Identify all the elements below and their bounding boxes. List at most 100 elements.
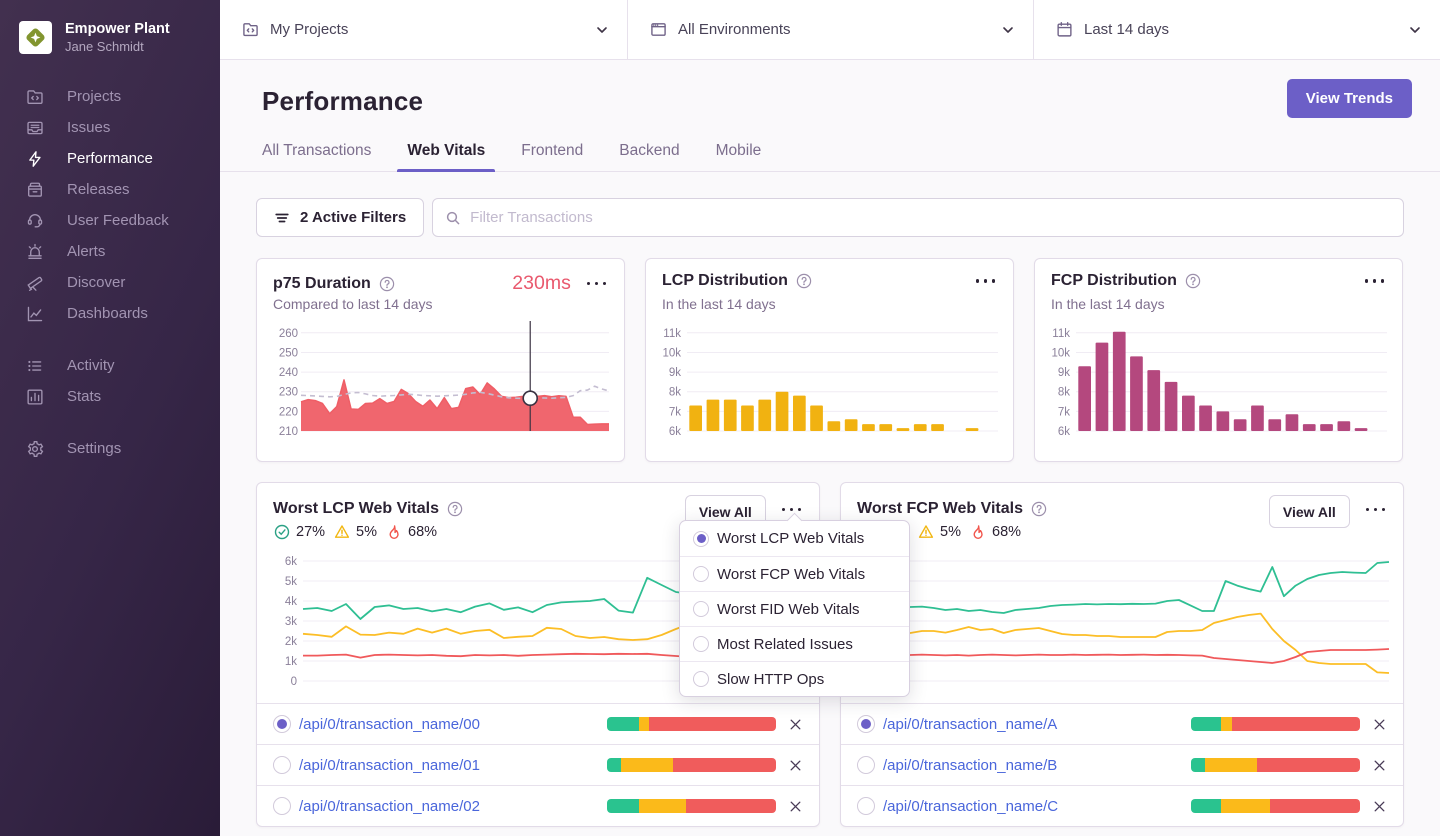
transaction-radio[interactable] — [273, 715, 291, 733]
menu-item-radio[interactable] — [693, 601, 709, 617]
tab-frontend[interactable]: Frontend — [521, 142, 584, 159]
tab-mobile[interactable]: Mobile — [715, 142, 762, 159]
sidebar-item-activity[interactable]: Activity — [0, 350, 220, 381]
question-circle-icon[interactable] — [447, 501, 463, 517]
card-lcp-menu-button[interactable] — [974, 275, 997, 286]
transaction-link[interactable]: /api/0/transaction_name/01 — [299, 756, 480, 774]
sidebar-item-label: Settings — [67, 440, 122, 457]
sidebar-item-icon-wrap — [25, 118, 44, 137]
menu-item-slow-http-ops[interactable]: Slow HTTP Ops — [680, 661, 909, 696]
search-input[interactable] — [470, 209, 1391, 226]
sidebar-item-label: Stats — [67, 388, 102, 405]
project-filter-label: My Projects — [270, 21, 349, 38]
menu-item-most-related-issues[interactable]: Most Related Issues — [680, 626, 909, 661]
question-circle-icon[interactable] — [1031, 501, 1047, 517]
tab-web-vitals[interactable]: Web Vitals — [397, 142, 496, 172]
org-info: Empower Plant Jane Schmidt — [65, 20, 170, 55]
card-fcp-menu-button[interactable] — [1363, 275, 1386, 286]
sidebar-item-label: Activity — [67, 357, 115, 374]
svg-text:6k: 6k — [669, 426, 681, 438]
sidebar-item-releases[interactable]: Releases — [0, 174, 220, 205]
warning-triangle-icon — [918, 525, 934, 538]
sidebar-item-performance[interactable]: Performance — [0, 143, 220, 174]
menu-item-label: Most Related Issues — [717, 635, 853, 653]
sidebar-item-dashboards[interactable]: Dashboards — [0, 298, 220, 329]
project-filter[interactable]: My Projects — [220, 0, 628, 59]
environment-filter[interactable]: All Environments — [628, 0, 1034, 59]
sidebar-item-issues[interactable]: Issues — [0, 112, 220, 143]
close-icon[interactable] — [784, 795, 806, 817]
close-icon[interactable] — [1368, 713, 1390, 735]
performance-icon — [28, 150, 41, 167]
menu-item-worst-fcp-web-vitals[interactable]: Worst FCP Web Vitals — [680, 556, 909, 591]
date-range-filter[interactable]: Last 14 days — [1034, 0, 1440, 59]
active-filters-button[interactable]: 2 Active Filters — [256, 198, 425, 237]
sidebar: Empower Plant Jane Schmidt Projects Issue… — [0, 0, 220, 836]
vital-stat: 68% — [386, 524, 437, 540]
menu-item-worst-fid-web-vitals[interactable]: Worst FID Web Vitals — [680, 591, 909, 626]
svg-text:8k: 8k — [1058, 387, 1070, 399]
transaction-radio[interactable] — [273, 797, 291, 815]
card-fcp-header: FCP Distribution — [1051, 272, 1386, 290]
menu-item-label: Worst FCP Web Vitals — [717, 565, 866, 583]
svg-text:7k: 7k — [669, 406, 681, 418]
transaction-link[interactable]: /api/0/transaction_name/B — [883, 756, 1058, 774]
org-logo — [19, 21, 52, 54]
svg-text:260: 260 — [279, 328, 298, 340]
close-icon[interactable] — [1368, 754, 1390, 776]
transaction-radio[interactable] — [857, 797, 875, 815]
user-feedback-icon — [27, 213, 42, 228]
sidebar-item-label: Alerts — [67, 243, 106, 260]
question-circle-icon[interactable] — [379, 276, 395, 292]
svg-text:250: 250 — [279, 347, 298, 359]
sidebar-item-icon-wrap — [25, 273, 44, 292]
view-trends-button[interactable]: View Trends — [1286, 79, 1412, 118]
tab-backend[interactable]: Backend — [619, 142, 680, 159]
close-icon[interactable] — [1368, 795, 1390, 817]
card-p75-menu-button[interactable] — [585, 278, 608, 289]
close-icon — [1374, 801, 1384, 811]
sidebar-item-label: User Feedback — [67, 212, 169, 229]
menu-item-radio[interactable] — [693, 636, 709, 652]
menu-item-radio[interactable] — [693, 566, 709, 582]
org-switcher[interactable]: Empower Plant Jane Schmidt — [0, 0, 220, 55]
menu-item-radio[interactable] — [693, 530, 709, 547]
sidebar-item-settings[interactable]: Settings — [0, 433, 220, 464]
close-icon[interactable] — [784, 754, 806, 776]
transaction-radio[interactable] — [273, 756, 291, 774]
card-worst-fcp-vitals: Worst FCP Web Vitals View All 27%5%68% 0… — [840, 482, 1404, 827]
question-circle-icon[interactable] — [796, 273, 812, 289]
tab-all-transactions[interactable]: All Transactions — [262, 142, 372, 159]
menu-item-radio[interactable] — [693, 671, 709, 687]
worst-fcp-menu-button[interactable] — [1364, 504, 1387, 515]
sidebar-item-user-feedback[interactable]: User Feedback — [0, 205, 220, 236]
svg-text:11k: 11k — [1052, 328, 1070, 340]
vital-stat: 27% — [274, 524, 325, 540]
svg-text:9k: 9k — [1058, 367, 1070, 379]
sidebar-item-icon-wrap — [25, 304, 44, 323]
card-lcp-title: LCP Distribution — [662, 272, 788, 289]
card-p75-title: p75 Duration — [273, 274, 371, 292]
card-p75-duration: p75 Duration 230ms Compared to last 14 d… — [256, 258, 625, 462]
sidebar-item-icon-wrap — [25, 87, 44, 106]
sidebar-item-discover[interactable]: Discover — [0, 267, 220, 298]
transaction-radio[interactable] — [857, 715, 875, 733]
sidebar-item-alerts[interactable]: Alerts — [0, 236, 220, 267]
sidebar-item-icon-wrap — [25, 242, 44, 261]
close-icon[interactable] — [784, 713, 806, 735]
question-circle-icon[interactable] — [1185, 273, 1201, 289]
transaction-link[interactable]: /api/0/transaction_name/C — [883, 797, 1059, 815]
worst-lcp-menu-button[interactable] — [780, 504, 803, 515]
transaction-link[interactable]: /api/0/transaction_name/02 — [299, 797, 480, 815]
worst-fcp-view-all-button[interactable]: View All — [1268, 495, 1350, 528]
sidebar-item-projects[interactable]: Projects — [0, 81, 220, 112]
worst-lcp-title: Worst LCP Web Vitals — [273, 500, 439, 517]
projects-filter-icon — [242, 21, 259, 38]
transaction-link[interactable]: /api/0/transaction_name/00 — [299, 715, 480, 733]
sidebar-item-stats[interactable]: Stats — [0, 381, 220, 412]
vital-stat-icon-wrap — [334, 524, 350, 540]
transaction-radio[interactable] — [857, 756, 875, 774]
menu-item-worst-lcp-web-vitals[interactable]: Worst LCP Web Vitals — [680, 521, 909, 556]
transaction-link[interactable]: /api/0/transaction_name/A — [883, 715, 1058, 733]
